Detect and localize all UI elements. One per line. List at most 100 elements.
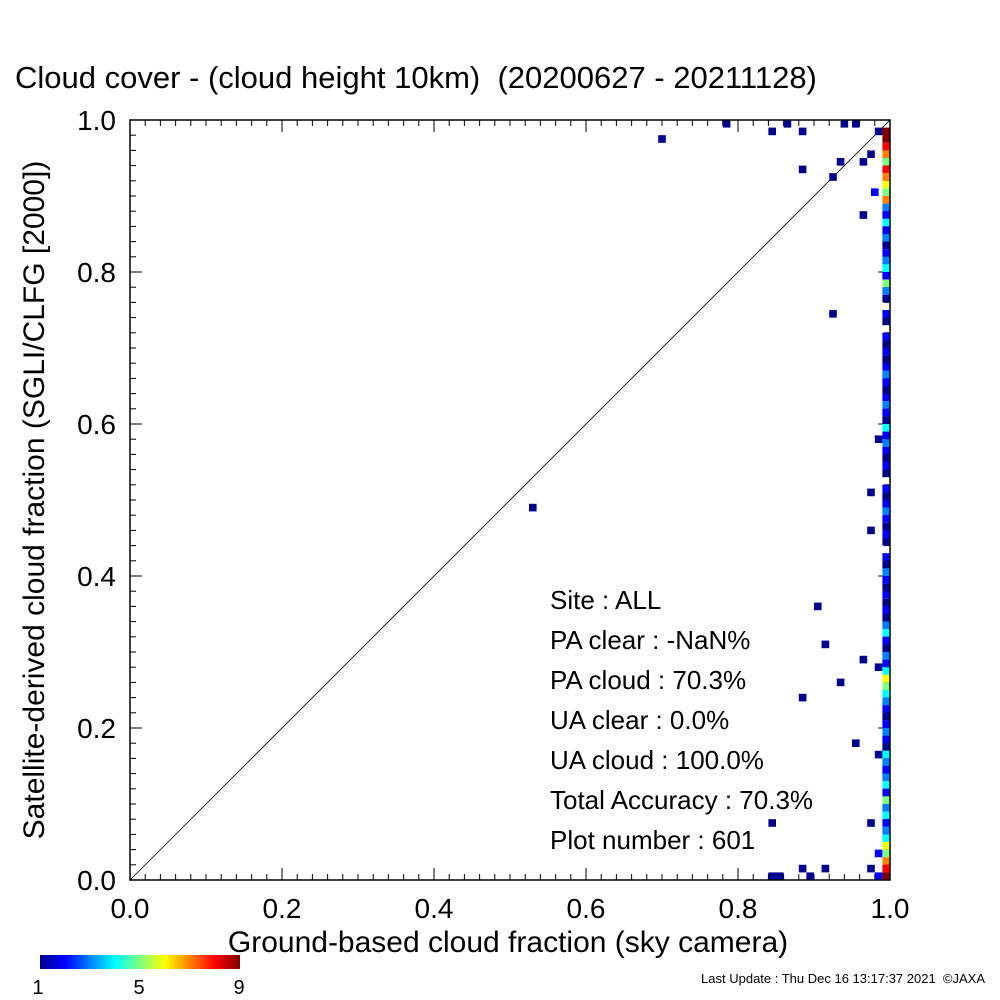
data-point [882,234,890,242]
data-point [768,819,776,827]
data-point [882,279,890,288]
data-point [882,446,890,455]
data-point [722,120,731,128]
data-point [882,697,890,706]
x-tick-label: 0.2 [263,893,302,924]
chart-title: Cloud cover - (cloud height 10km) (20200… [15,60,817,95]
axis-tick-labels: 0.0 0.2 0.4 0.6 0.8 1.0 0.0 0.2 0.4 0.6 0.8 1.0 [77,105,909,924]
data-point [882,522,890,531]
data-point [882,568,890,576]
data-point [882,621,890,630]
stat-line: UA cloud : 100.0% [550,745,764,775]
reference-diagonal-line [129,119,891,881]
data-point [882,735,890,744]
plot-frame [129,119,891,881]
colorbar-label-max: 9 [233,977,244,999]
data-point [882,614,890,622]
data-point [882,355,890,364]
data-point [882,158,890,166]
data-point [874,127,883,136]
data-point [871,188,879,196]
data-point [882,796,890,804]
data-point [882,348,890,356]
data-point [882,454,890,462]
data-point [882,203,890,212]
x-tick-label: 0.8 [719,893,758,924]
data-point [882,872,890,880]
data-point [882,310,890,318]
data-point [882,804,890,812]
y-axis-label: Satellite-derived cloud fraction (SGLI/C… [18,161,51,840]
data-point [882,165,890,174]
data-point [882,849,890,858]
data-point [529,503,537,512]
data-point [867,526,875,535]
data-point [867,150,875,158]
data-point [874,435,883,443]
data-point [882,173,890,181]
data-point [882,720,890,728]
colorbar [40,955,240,969]
y-tick-label: 0.2 [77,713,116,744]
data-point [882,553,890,561]
data-point [882,857,890,865]
data-point [882,750,890,759]
x-tick-label: 1.0 [871,893,910,924]
data-point [882,728,890,736]
data-point [882,401,890,409]
data-point [882,386,890,394]
data-point [882,530,890,538]
data-points [529,120,890,880]
y-tick-label: 0.0 [77,865,116,896]
data-point [882,644,890,652]
data-point [814,602,822,611]
data-point [882,256,890,265]
data-point [882,378,890,386]
data-point [882,484,890,493]
data-point [882,834,890,842]
data-point [882,743,890,751]
data-point [882,667,890,675]
data-point [836,158,845,166]
stat-line: Total Accuracy : 70.3% [550,785,813,815]
data-point [882,150,890,158]
data-point [867,488,875,497]
data-point [882,781,890,789]
data-point [806,872,814,880]
data-point [882,507,890,516]
y-tick-label: 1.0 [77,105,116,136]
data-point [882,826,890,835]
data-point [882,272,890,280]
data-point [836,678,845,687]
data-point [768,127,776,136]
data-point [768,872,776,880]
data-point [882,773,890,782]
data-point [882,712,890,721]
data-point [882,180,890,189]
data-point [882,591,890,599]
data-point [882,363,890,371]
data-point [882,576,890,584]
data-point [798,127,807,136]
data-point [882,682,890,690]
data-point [882,690,890,698]
data-point [882,583,890,592]
x-tick-label: 0.4 [415,893,454,924]
y-tick-label: 0.4 [77,561,116,592]
data-point [798,165,807,174]
data-point [840,120,849,128]
data-point [882,211,890,219]
stat-line: UA clear : 0.0% [550,705,729,735]
data-point [882,332,890,341]
data-point [882,340,890,348]
data-point [882,629,890,637]
data-point [882,196,890,204]
data-point [882,439,890,447]
data-point [882,598,890,607]
data-point [882,469,890,478]
x-axis-label: Ground-based cloud fraction (sky camera) [228,926,788,959]
data-point [882,127,890,136]
data-point [882,538,890,546]
stat-line: Site : ALL [550,585,661,615]
data-point [882,218,890,227]
